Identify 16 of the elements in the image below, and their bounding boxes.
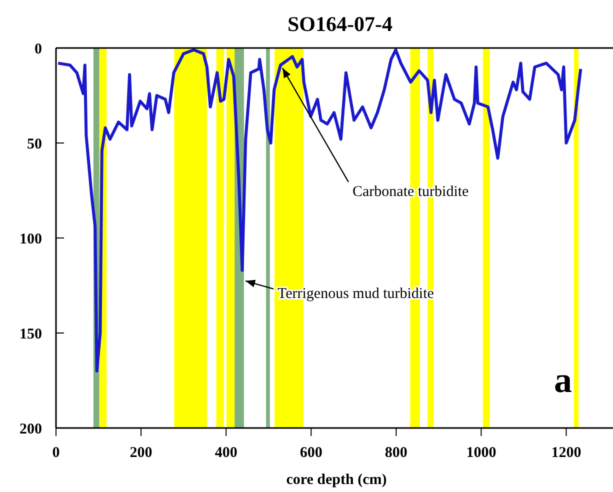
x-tick-label: 1000 (466, 445, 496, 461)
x-tick-label: 0 (52, 445, 60, 461)
x-tick-label: 200 (130, 445, 152, 461)
annotation: a (554, 360, 572, 400)
y-tick-label: 50 (27, 136, 42, 152)
x-axis-title: core depth (cm) (286, 472, 387, 488)
y-tick-label: 100 (20, 231, 42, 248)
y-tick-label: 0 (34, 41, 42, 58)
x-tick-label: 600 (300, 445, 322, 461)
y-tick-label: 200 (20, 421, 42, 438)
line-series (56, 48, 582, 372)
chart-title: SO164-07-4 (288, 12, 393, 36)
x-tick-label: 800 (384, 445, 408, 461)
x-tick-label: 400 (214, 445, 238, 461)
x-tick-label: 1200 (551, 445, 582, 461)
y-tick-label: 150 (20, 326, 42, 342)
